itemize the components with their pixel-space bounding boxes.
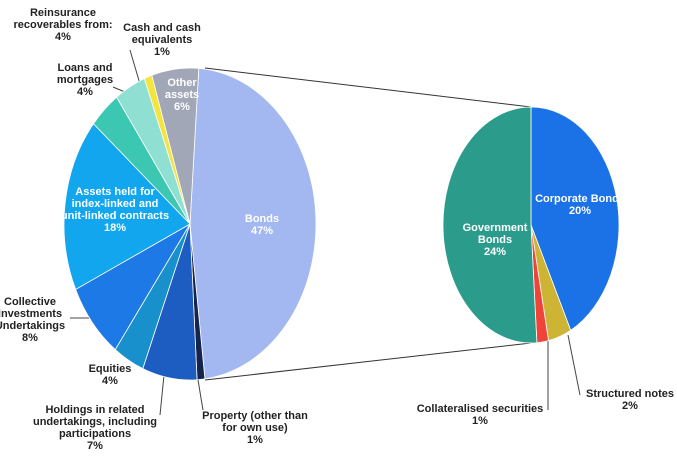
slice-label: Structured notes 2% xyxy=(580,388,677,412)
value-label: 1% xyxy=(247,434,263,446)
value-label: 4% xyxy=(77,86,93,98)
category-label: Cash and cash equivalents xyxy=(123,22,201,46)
pie-slice xyxy=(63,123,191,291)
slice-label: Corporate Bonds 20% xyxy=(535,193,625,217)
slice-label: Reinsurance recoverables from: 4% xyxy=(8,7,118,43)
value-label: 7% xyxy=(87,440,103,452)
leader-line xyxy=(112,86,126,93)
slice-label: Equities 4% xyxy=(80,363,140,387)
connector-line xyxy=(204,67,532,108)
category-label: Structured notes xyxy=(585,388,674,400)
category-label: Assets held for index-linked and unit-li… xyxy=(60,186,170,222)
category-label: Reinsurance recoverables from: xyxy=(13,7,113,31)
value-label: 8% xyxy=(22,332,38,344)
value-label: 1% xyxy=(472,415,488,427)
slice-label: Assets held for index-linked and unit-li… xyxy=(60,186,170,234)
category-label: Other assets xyxy=(164,77,200,101)
category-label: Holdings in related undertakings, includ… xyxy=(32,404,158,440)
slice-label: Government Bonds 24% xyxy=(445,222,545,258)
slice-label: Property (other than for own use) 1% xyxy=(200,410,310,446)
slice-label: Bonds 47% xyxy=(232,213,292,237)
pie-slice xyxy=(151,67,200,225)
category-label: Collective Investments Undertakings xyxy=(0,296,66,332)
value-label: 2% xyxy=(622,400,638,412)
value-label: 47% xyxy=(250,225,274,237)
category-label: Government Bonds xyxy=(462,222,528,246)
value-label: 20% xyxy=(568,205,592,217)
pie-slice xyxy=(189,67,317,380)
value-label: 24% xyxy=(483,246,507,258)
slice-label: Loans and mortgages 4% xyxy=(50,62,120,98)
leader-line xyxy=(567,334,581,396)
leader-line xyxy=(129,49,141,85)
category-label: Property (other than for own use) xyxy=(202,410,308,434)
slice-label: Collateralised securities 1% xyxy=(405,403,555,427)
value-label: 4% xyxy=(55,31,71,43)
value-label: 1% xyxy=(154,46,170,58)
slice-label: Collective Investments Undertakings 8% xyxy=(0,296,70,344)
slice-label: Other assets 6% xyxy=(162,77,202,113)
category-label: Bonds xyxy=(244,213,280,225)
slice-label: Cash and cash equivalents 1% xyxy=(117,22,207,58)
value-label: 6% xyxy=(174,101,190,113)
value-label: 4% xyxy=(102,375,118,387)
leader-line xyxy=(197,379,204,411)
category-label: Collateralised securities xyxy=(416,403,544,415)
pie-slice xyxy=(530,106,620,331)
slice-label: Holdings in related undertakings, includ… xyxy=(20,404,170,452)
connector-line xyxy=(204,342,532,381)
category-label: Loans and mortgages xyxy=(56,62,114,86)
category-label: Corporate Bonds xyxy=(535,193,625,205)
category-label: Equities xyxy=(88,363,132,375)
value-label: 18% xyxy=(103,222,127,234)
pie-slice xyxy=(442,106,538,344)
